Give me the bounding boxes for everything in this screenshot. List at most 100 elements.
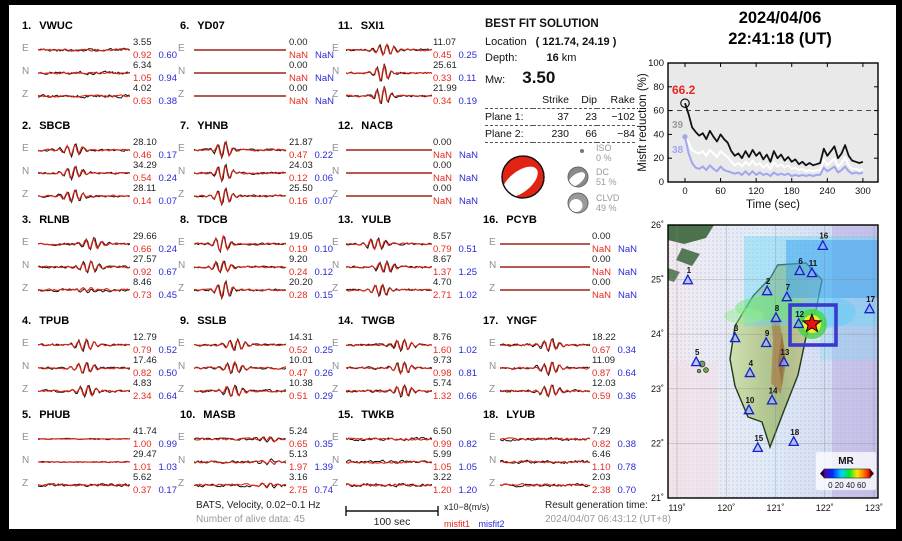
trace-values: 0.00 NaN NaN xyxy=(592,254,637,278)
component-label-e: E xyxy=(22,143,29,154)
misfit2-value: 0.34 xyxy=(617,345,637,356)
station-header: 16. PCYB xyxy=(483,214,537,226)
misfit2-value: NaN xyxy=(618,244,638,255)
peak-amplitude: 0.00 xyxy=(433,183,452,194)
component-label-e: E xyxy=(178,143,185,154)
waveform-sxi1-n xyxy=(346,63,432,83)
station-header: 18. LYUB xyxy=(483,409,535,421)
component-label-z: Z xyxy=(178,478,185,489)
map-legend: MR 0 20 40 60 xyxy=(816,452,876,490)
component-label-z: Z xyxy=(332,283,339,294)
map-lat-label: 22˚ xyxy=(651,438,664,448)
component-label-e: E xyxy=(332,143,339,154)
misfit1-value: 1.20 xyxy=(433,485,452,496)
misfit1-value: 1.10 xyxy=(592,462,611,473)
waveform-pcyb-e xyxy=(500,243,590,245)
peak-amplitude: 25.61 xyxy=(433,60,457,71)
component-label-n: N xyxy=(22,66,30,77)
misfit2-value: 0.51 xyxy=(458,244,478,255)
component-label-z: Z xyxy=(178,384,185,395)
misfit1-value: 1.97 xyxy=(289,462,308,473)
map-station-triangle-14 xyxy=(766,393,778,405)
waveform-nacb-z xyxy=(346,195,432,197)
component-label-z: Z xyxy=(332,189,339,200)
misfit2-value: 0.94 xyxy=(158,73,178,84)
map-station-number: 17 xyxy=(866,295,875,304)
misfit-legend: misfit1 misfit2 xyxy=(444,514,504,532)
misfit1-value: 1.00 xyxy=(133,439,152,450)
waveform-sslb-n xyxy=(194,360,286,375)
waveform-nacb-n xyxy=(346,172,432,174)
component-label-n: N xyxy=(178,66,186,77)
trace-values: 10.38 0.51 0.29 xyxy=(289,378,333,402)
peak-amplitude: 21.87 xyxy=(289,137,313,148)
misfit2-value: 1.05 xyxy=(458,462,478,473)
peak-amplitude: 3.22 xyxy=(433,472,452,483)
footer-data-info: BATS, Velocity, 0.02−0.1 Hz xyxy=(196,500,321,511)
waveform-tdcb-n xyxy=(194,259,286,274)
station-header: 9. SSLB xyxy=(180,315,227,327)
misfit2-value: NaN xyxy=(618,267,638,278)
station-name: YD07 xyxy=(197,20,225,32)
peak-amplitude: 29.47 xyxy=(133,449,157,460)
peak-amplitude: 4.83 xyxy=(133,378,152,389)
focal-mechanism-beachball-icon xyxy=(501,155,545,199)
event-time: 22:41:18 (UT) xyxy=(728,30,832,48)
station-name: YULB xyxy=(361,214,392,226)
misfit1-value: 0.59 xyxy=(592,391,611,402)
trace-values: 7.29 0.82 0.38 xyxy=(592,426,636,450)
map-station-triangle-5 xyxy=(690,355,702,367)
map-station-number: 8 xyxy=(775,304,780,313)
trace-values: 25.61 0.33 0.11 xyxy=(433,60,476,84)
misfit2-value: 1.02 xyxy=(458,345,478,356)
trace-values: 12.03 0.59 0.36 xyxy=(592,378,636,402)
peak-amplitude: 28.10 xyxy=(133,137,157,148)
trace-values: 4.83 2.34 0.64 xyxy=(133,378,177,402)
footer-alive-count: Number of alive data: 45 xyxy=(196,514,305,525)
map-station-number: 1 xyxy=(687,266,692,275)
misfit1-value: NaN xyxy=(592,244,612,255)
station-name: PHUB xyxy=(39,409,71,421)
misfit2-value: 0.15 xyxy=(314,290,334,301)
misfit1-value: 0.87 xyxy=(592,368,611,379)
waveform-tpub-e xyxy=(38,337,130,353)
map-station-number: 2 xyxy=(766,277,771,286)
component-label-z: Z xyxy=(22,189,29,200)
peak-amplitude: 10.38 xyxy=(289,378,313,389)
misfit1-value: 0.66 xyxy=(133,244,152,255)
waveform-sxi1-e xyxy=(346,43,432,57)
station-name: MASB xyxy=(203,409,236,421)
waveform-tpub-n xyxy=(38,361,130,374)
dc-label: DC 51 % xyxy=(596,167,617,187)
station-name: SXI1 xyxy=(360,20,385,32)
frame-left xyxy=(0,0,9,541)
misfit2-value: 0.11 xyxy=(458,73,477,84)
component-label-z: Z xyxy=(22,478,29,489)
peak-amplitude: 8.76 xyxy=(433,332,452,343)
trace-values: 20.20 0.28 0.15 xyxy=(289,277,333,301)
component-label-z: Z xyxy=(22,384,29,395)
waveform-vwuc-e xyxy=(38,47,130,52)
component-label-z: Z xyxy=(489,384,496,395)
waveform-pcyb-n xyxy=(500,266,590,268)
map-station-triangle-11 xyxy=(806,266,818,278)
trace-values: 11.09 0.87 0.64 xyxy=(592,355,636,379)
map-station-triangle-18 xyxy=(788,435,800,447)
map-station-number: 3 xyxy=(734,324,739,333)
map-station-triangle-10 xyxy=(743,403,755,415)
result-time-label: Result generation time: xyxy=(545,500,648,511)
component-label-n: N xyxy=(178,455,186,466)
misfit2-value: 0.26 xyxy=(314,368,334,379)
peak-amplitude: 0.00 xyxy=(433,160,452,171)
peak-amplitude: 4.02 xyxy=(133,83,152,94)
trace-values: 2.03 2.38 0.70 xyxy=(592,472,636,496)
component-label-e: E xyxy=(22,237,29,248)
trace-values: 19.05 0.19 0.10 xyxy=(289,231,333,255)
component-label-e: E xyxy=(22,338,29,349)
peak-amplitude: 24.03 xyxy=(289,160,313,171)
misfit2-value: 0.67 xyxy=(158,267,178,278)
map-station-number: 15 xyxy=(754,434,763,443)
component-label-n: N xyxy=(178,260,186,271)
misfit1-value: 0.82 xyxy=(592,439,611,450)
frame-bottom xyxy=(0,529,902,541)
